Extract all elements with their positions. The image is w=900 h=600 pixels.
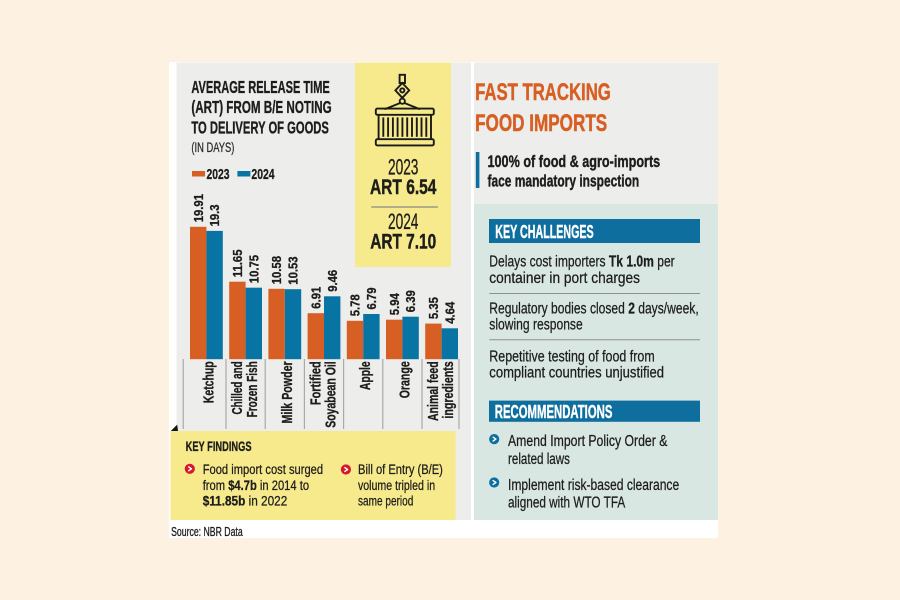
svg-text:Chilled and: Chilled and	[230, 361, 246, 414]
svg-text:6.39: 6.39	[403, 290, 418, 312]
svg-text:FOOD IMPORTS: FOOD IMPORTS	[475, 110, 607, 137]
svg-text:(ART) FROM B/E NOTING: (ART) FROM B/E NOTING	[191, 97, 331, 117]
svg-text:Frozen Fish: Frozen Fish	[245, 361, 261, 417]
svg-text:Regulatory bodies closed: Regulatory bodies closed	[489, 301, 628, 318]
svg-text:Source: NBR Data: Source: NBR Data	[171, 524, 243, 539]
svg-text:10.58: 10.58	[269, 256, 284, 284]
svg-text:in 2022: in 2022	[245, 494, 287, 509]
svg-text:AVERAGE RELEASE TIME: AVERAGE RELEASE TIME	[191, 77, 329, 97]
svg-text:in 2014 to: in 2014 to	[257, 478, 309, 493]
svg-text:KEY CHALLENGES: KEY CHALLENGES	[495, 222, 593, 242]
svg-text:Milk Powder: Milk Powder	[280, 361, 296, 423]
svg-text:ingredients: ingredients	[441, 361, 457, 418]
svg-text:Amend Import Policy Order &: Amend Import Policy Order &	[508, 433, 668, 450]
svg-text:face mandatory inspection: face mandatory inspection	[488, 172, 640, 191]
svg-text:same period: same period	[358, 494, 413, 509]
svg-text:2: 2	[628, 301, 635, 318]
svg-text:days/week,: days/week,	[635, 301, 699, 318]
svg-text:aligned with WTO TFA: aligned with WTO TFA	[508, 494, 626, 511]
svg-text:5.35: 5.35	[426, 297, 441, 319]
svg-text:KEY FINDINGS: KEY FINDINGS	[186, 439, 252, 454]
svg-text:volume tripled in: volume tripled in	[358, 478, 435, 493]
svg-text:Animal feed: Animal feed	[426, 361, 442, 421]
svg-text:container in port charges: container in port charges	[489, 270, 640, 287]
svg-text:Implement risk-based clearance: Implement risk-based clearance	[508, 477, 679, 494]
svg-text:(IN DAYS): (IN DAYS)	[191, 139, 234, 155]
svg-text:Food import cost surged: Food import cost surged	[203, 462, 323, 477]
svg-text:ART 7.10: ART 7.10	[370, 230, 436, 254]
svg-text:compliant countries unjustifie: compliant countries unjustified	[489, 365, 664, 382]
svg-text:19.91: 19.91	[191, 194, 206, 222]
svg-text:per: per	[654, 253, 675, 270]
svg-text:Apple: Apple	[358, 361, 374, 390]
svg-text:19.3: 19.3	[207, 204, 222, 226]
svg-text:RECOMMENDATIONS: RECOMMENDATIONS	[495, 402, 613, 422]
svg-text:TO DELIVERY OF GOODS: TO DELIVERY OF GOODS	[191, 117, 329, 137]
svg-text:Bill of Entry (B/E): Bill of Entry (B/E)	[358, 462, 443, 477]
svg-text:from: from	[203, 478, 229, 493]
svg-text:Ketchup: Ketchup	[201, 361, 217, 403]
svg-text:Repetitive testing of food fro: Repetitive testing of food from	[489, 349, 654, 366]
svg-text:6.79: 6.79	[364, 288, 379, 310]
svg-text:Fortified: Fortified	[309, 361, 325, 405]
svg-text:2024: 2024	[251, 166, 275, 183]
svg-text:Tk 1.0m: Tk 1.0m	[609, 253, 654, 270]
svg-text:11.65: 11.65	[230, 250, 245, 278]
svg-text:Soyabean Oil: Soyabean Oil	[324, 361, 340, 428]
svg-text:9.46: 9.46	[325, 270, 340, 292]
svg-text:FAST TRACKING: FAST TRACKING	[475, 79, 611, 106]
svg-text:2023: 2023	[207, 166, 230, 183]
svg-text:related laws: related laws	[508, 451, 570, 468]
svg-text:$4.7b: $4.7b	[228, 478, 257, 493]
svg-text:Orange: Orange	[397, 361, 413, 398]
svg-text:10.53: 10.53	[286, 256, 301, 284]
svg-text:Delays cost importers: Delays cost importers	[489, 253, 609, 270]
svg-text:2024: 2024	[388, 209, 419, 234]
svg-text:4.64: 4.64	[442, 301, 457, 324]
svg-text:10.75: 10.75	[246, 255, 261, 283]
svg-text:ART 6.54: ART 6.54	[370, 175, 437, 199]
svg-text:100% of food & agro-imports: 100% of food & agro-imports	[488, 152, 661, 171]
svg-text:5.94: 5.94	[387, 293, 402, 316]
svg-text:$11.85b: $11.85b	[203, 494, 246, 509]
svg-text:slowing response: slowing response	[489, 317, 582, 334]
svg-text:6.91: 6.91	[308, 287, 323, 309]
svg-text:2023: 2023	[388, 154, 419, 179]
svg-text:5.78: 5.78	[348, 294, 363, 316]
